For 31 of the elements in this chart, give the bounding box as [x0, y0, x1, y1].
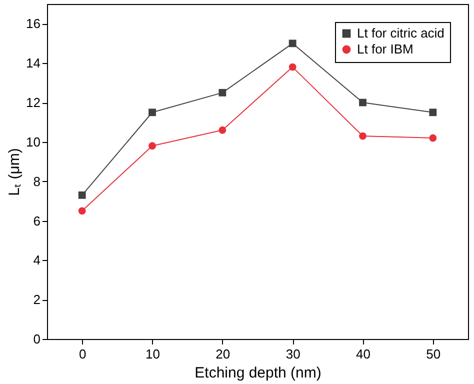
point	[359, 98, 366, 106]
x-tick-label: 50	[426, 346, 441, 362]
point	[288, 40, 296, 48]
x-axis-title: Etching depth (nm)	[194, 364, 322, 382]
y-tick-label: 10	[26, 134, 40, 150]
y-axis-title: Lₜ (μm)	[6, 148, 24, 196]
point	[429, 108, 437, 116]
x-tick-label: 20	[216, 346, 230, 362]
x-tick-label: 30	[286, 346, 300, 362]
y-tick-label: 2	[33, 292, 40, 308]
y-tick-label: 14	[26, 56, 40, 71]
x-tick-label: 10	[146, 346, 160, 362]
legend-label: Lt for citric acid	[357, 26, 444, 40]
point	[78, 191, 86, 199]
point	[288, 63, 296, 71]
point	[148, 142, 156, 150]
x-tick-label: 0	[78, 346, 86, 362]
point	[78, 207, 86, 215]
point	[429, 134, 437, 142]
x-tick-label: 40	[356, 346, 370, 362]
legend-label: Lt for IBM	[357, 42, 414, 56]
point	[148, 108, 156, 116]
y-tick-label: 0	[33, 332, 40, 346]
y-tick-label: 16	[26, 16, 40, 32]
y-tick-label: 12	[26, 95, 40, 110]
y-tick-label: 8	[33, 174, 40, 189]
point	[218, 126, 226, 134]
point	[218, 88, 226, 96]
y-tick-label: 4	[33, 252, 40, 268]
point	[359, 132, 366, 140]
y-tick-label: 6	[33, 213, 40, 228]
